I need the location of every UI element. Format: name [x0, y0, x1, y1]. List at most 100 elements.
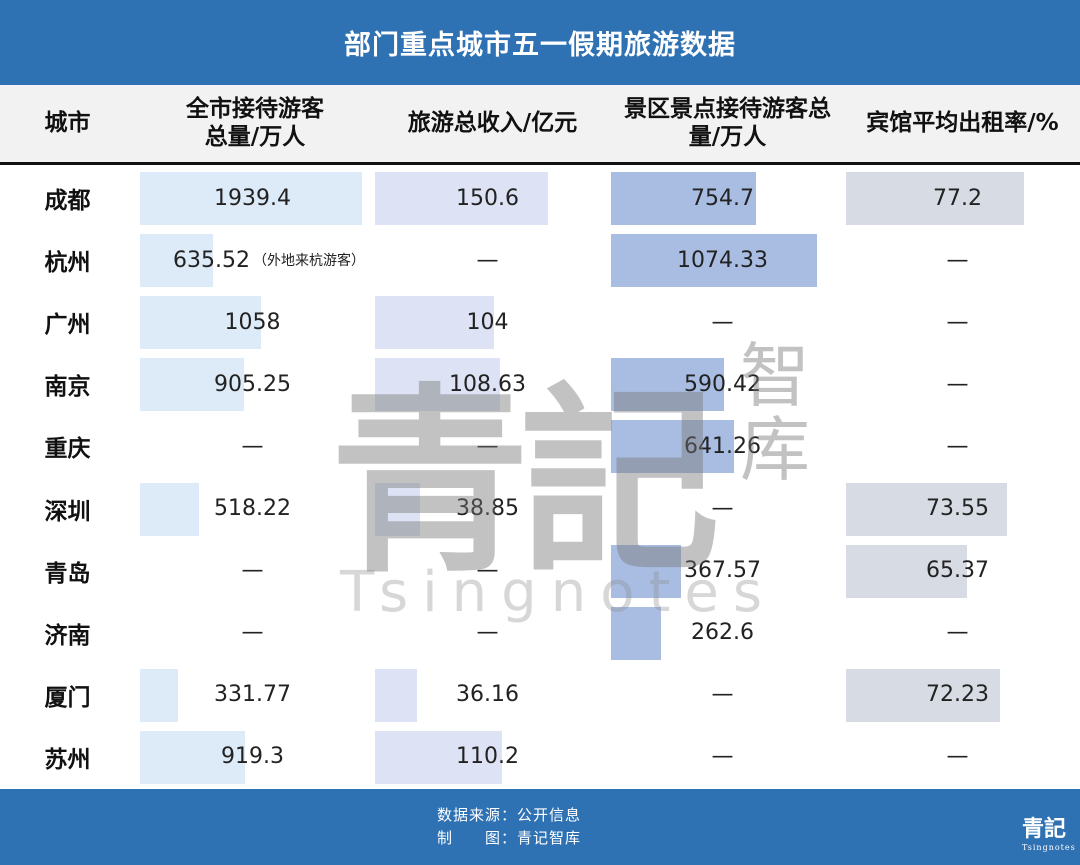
value-label: 65.37	[926, 558, 989, 584]
row-city: 南京	[44, 374, 91, 401]
value-label: 36.16	[456, 682, 519, 708]
header-tourism-revenue: 旅游总收入/亿元	[407, 109, 578, 136]
data-value: 150.6	[370, 167, 605, 229]
data-value: —	[840, 291, 1075, 353]
data-bar	[846, 544, 968, 598]
table-row: 深圳 518.22 38.85 — 73.55	[0, 478, 1080, 540]
row-city: 杭州	[44, 250, 91, 277]
value-label: —	[711, 744, 734, 770]
value-label: —	[241, 433, 264, 459]
value-label: —	[711, 682, 734, 708]
data-value: —	[605, 291, 840, 353]
table-header: 城市 全市接待游客 总量/万人 旅游总收入/亿元 景区景点接待游客总 量/万人 宾馆…	[0, 85, 1080, 165]
value-label: 331.77	[214, 682, 291, 708]
value-label: 754.7	[691, 185, 754, 211]
data-value: —	[605, 726, 840, 788]
value-label: 641.26	[684, 433, 761, 459]
data-value: 36.16	[370, 664, 605, 726]
header-total-visitors: 全市接待游客 总量/万人	[186, 95, 324, 150]
data-value: —	[135, 602, 370, 664]
value-label: —	[241, 620, 264, 646]
value-label: 919.3	[221, 744, 284, 770]
data-value: 104	[370, 291, 605, 353]
value-label: —	[711, 309, 734, 335]
value-label: 77.2	[933, 185, 982, 211]
table-row: 苏州 919.3 110.2 — —	[0, 726, 1080, 788]
data-bar	[375, 482, 420, 536]
data-value: 641.26	[605, 415, 840, 477]
table-row: 重庆 — — 641.26 —	[0, 415, 1080, 477]
value-label: —	[946, 247, 969, 273]
table-row: 济南 — — 262.6 —	[0, 602, 1080, 664]
data-bar	[140, 482, 200, 536]
row-city: 成都	[44, 188, 91, 214]
data-value: 108.63	[370, 353, 605, 415]
data-bar	[846, 172, 1024, 225]
data-value: 331.77	[135, 664, 370, 726]
header-city: 城市	[44, 109, 91, 136]
value-label: —	[476, 620, 499, 646]
value-label: 108.63	[449, 371, 526, 397]
data-value: —	[840, 229, 1075, 291]
row-city: 深圳	[44, 498, 91, 525]
value-label: —	[946, 620, 969, 646]
data-bar	[375, 668, 417, 722]
data-value: —	[840, 602, 1075, 664]
value-label: 635.52	[173, 247, 250, 273]
data-value: 590.42	[605, 353, 840, 415]
footer-maker: 制 图：青记智库	[437, 829, 582, 847]
data-value: 919.3	[135, 726, 370, 788]
value-label: 262.6	[691, 620, 754, 646]
value-label: —	[946, 433, 969, 459]
value-label: 38.85	[456, 496, 519, 521]
data-bar	[140, 234, 213, 288]
value-label: 104	[466, 309, 509, 335]
row-city: 厦门	[44, 684, 91, 711]
data-bar	[140, 172, 362, 225]
value-label: 367.57	[684, 558, 761, 584]
data-value: —	[370, 602, 605, 664]
data-value: 38.85	[370, 478, 605, 540]
data-bar	[375, 358, 500, 412]
data-bar	[140, 358, 244, 412]
value-label: 590.42	[684, 371, 761, 397]
table-row: 厦门 331.77 36.16 — 72.23	[0, 664, 1080, 726]
header-hotel-occupancy: 宾馆平均出租率/%	[866, 109, 1059, 136]
data-value: 1939.4	[135, 167, 370, 229]
data-value: —	[370, 415, 605, 477]
data-value: —	[135, 415, 370, 477]
value-label: —	[476, 433, 499, 459]
value-label: —	[946, 309, 969, 335]
data-value: 754.7	[605, 167, 840, 229]
data-bar	[846, 668, 1001, 722]
data-bar	[611, 234, 817, 288]
data-value: —	[840, 353, 1075, 415]
table-row: 南京 905.25 108.63 590.42 —	[0, 353, 1080, 415]
data-bar	[611, 606, 662, 660]
value-label: 72.23	[926, 682, 989, 708]
data-value: —	[370, 229, 605, 291]
data-value: 518.22	[135, 478, 370, 540]
value-label: 1058	[224, 309, 281, 335]
value-label: 1939.4	[214, 185, 291, 211]
data-bar	[140, 296, 262, 350]
data-bar	[375, 296, 495, 350]
data-value: 110.2	[370, 726, 605, 788]
data-value: 635.52 （外地来杭游客）	[135, 229, 370, 291]
data-value: 262.6	[605, 602, 840, 664]
data-value: —	[135, 540, 370, 602]
value-label: —	[946, 371, 969, 397]
data-value: —	[840, 726, 1075, 788]
data-bar	[140, 730, 246, 784]
data-value: 905.25	[135, 353, 370, 415]
value-label: —	[476, 558, 499, 584]
row-city: 重庆	[44, 436, 91, 463]
data-value: 1074.33	[605, 229, 840, 291]
data-value: 367.57	[605, 540, 840, 602]
data-value: 72.23	[840, 664, 1075, 726]
value-label: 905.25	[214, 371, 291, 397]
footer-logo: 青記 Tsingnotes	[1022, 811, 1076, 852]
footer: 数据来源：公开信息 制 图：青记智库 青記 Tsingnotes	[0, 789, 1080, 865]
value-label: 73.55	[926, 496, 989, 521]
data-bar	[611, 420, 734, 474]
